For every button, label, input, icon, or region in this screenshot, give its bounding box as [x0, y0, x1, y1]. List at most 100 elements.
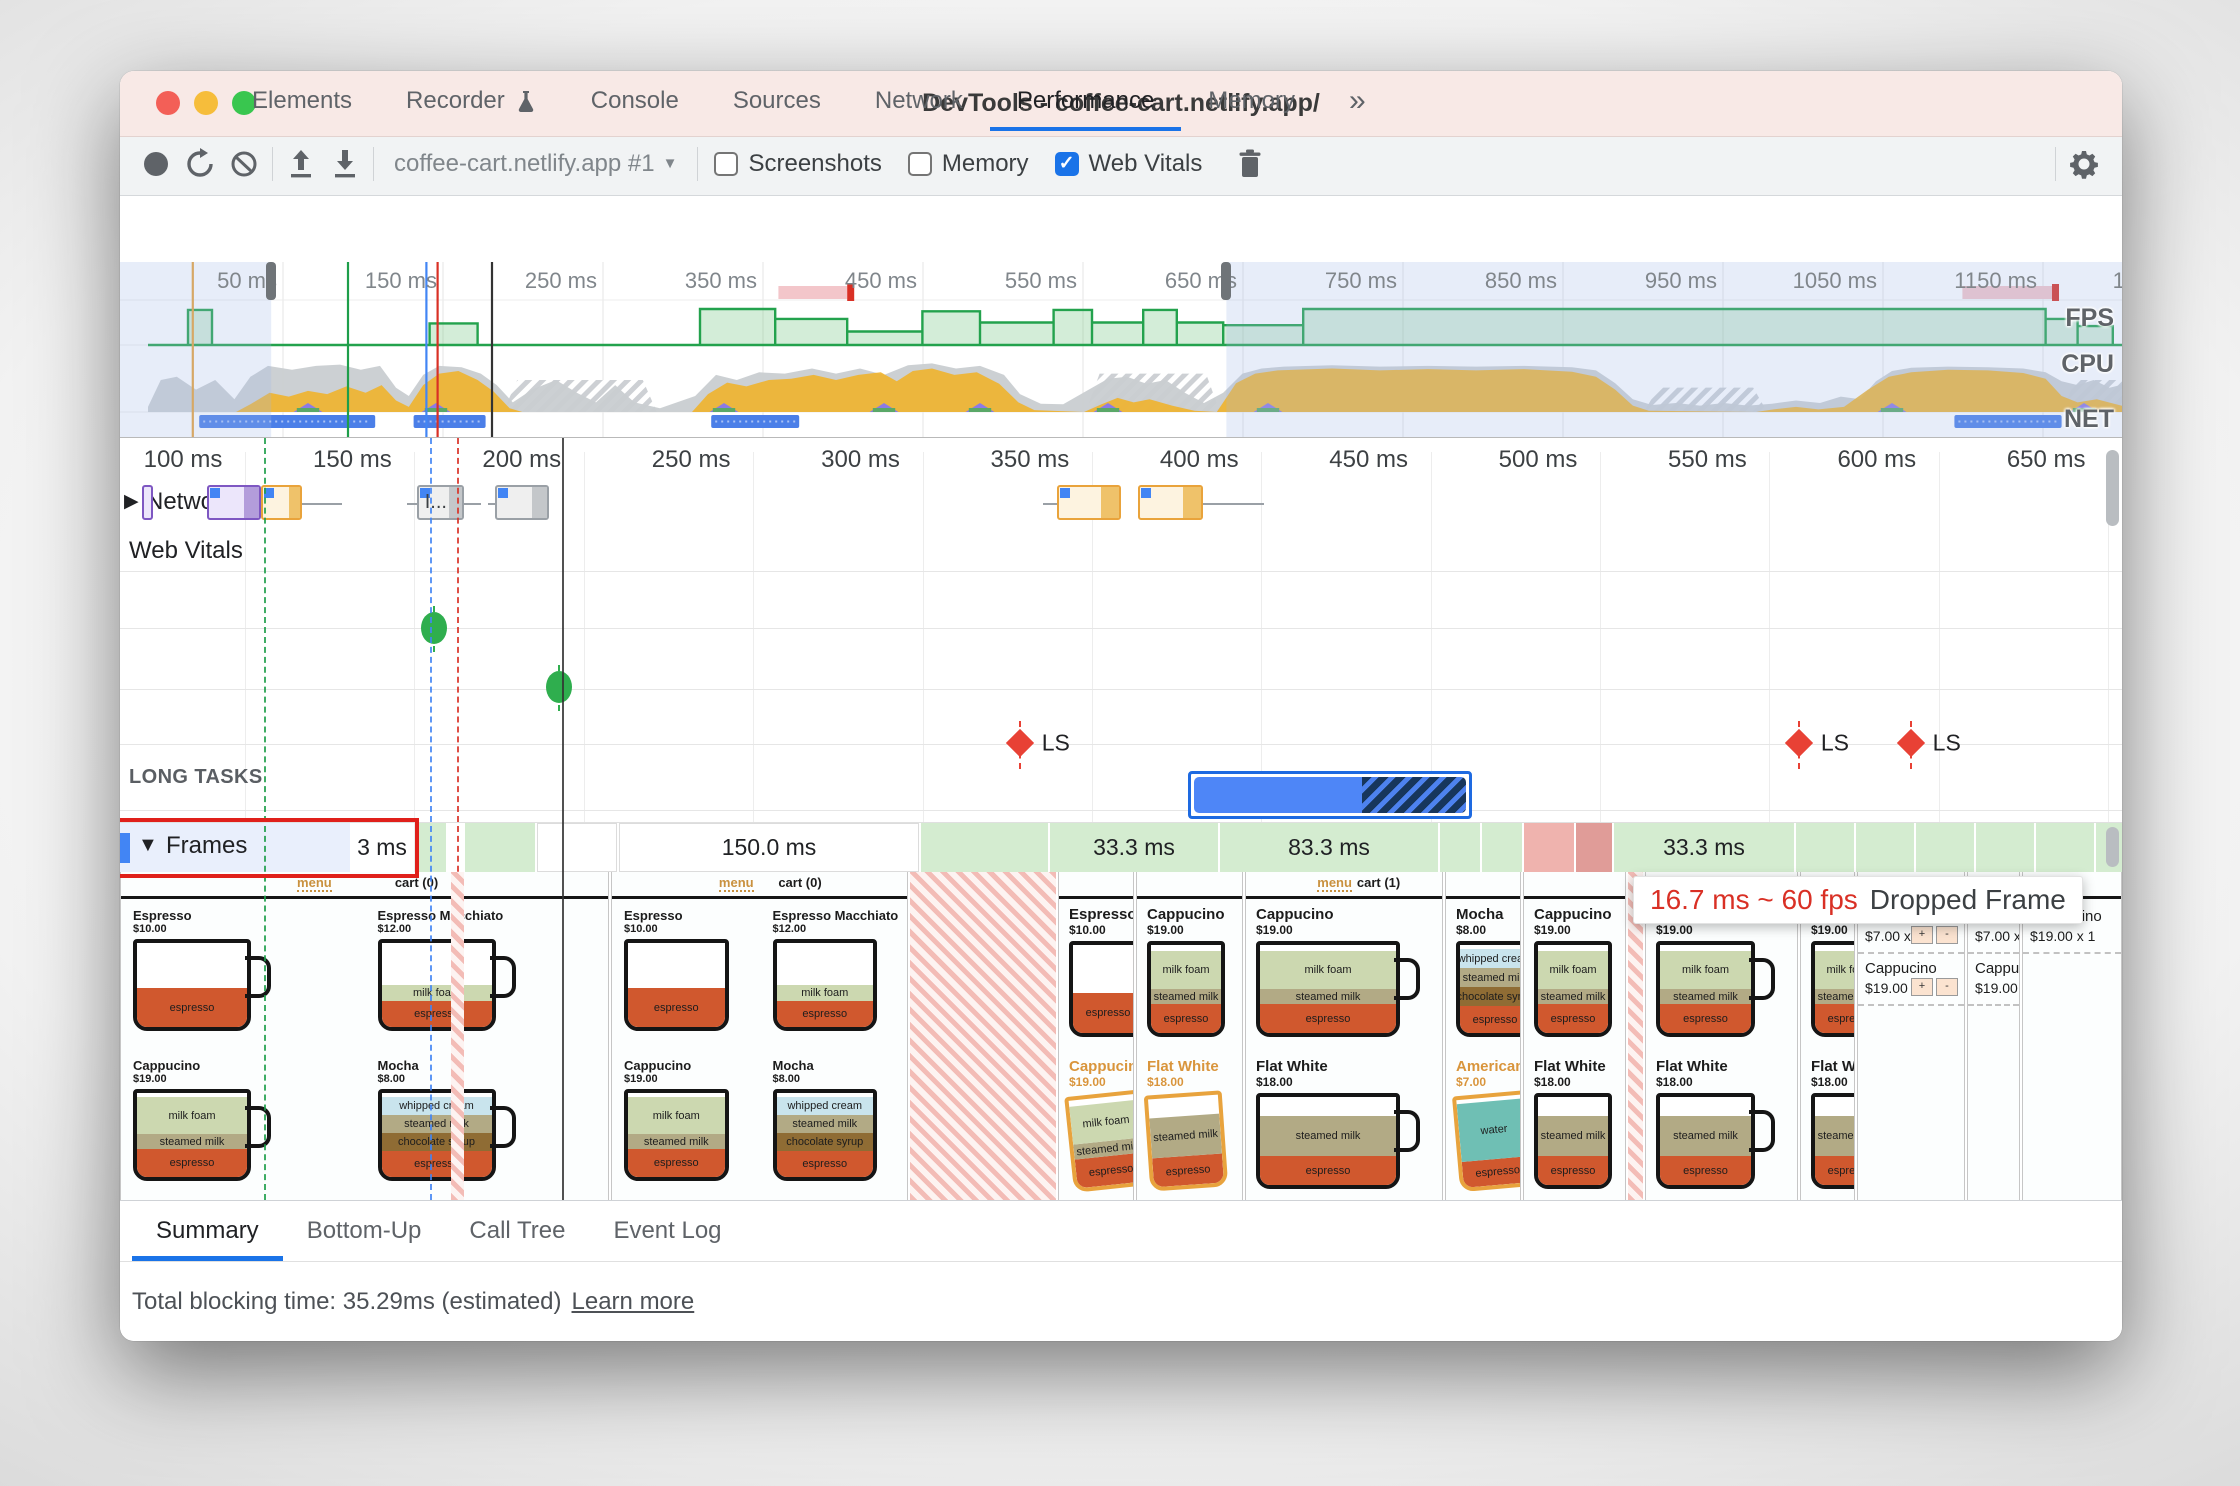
frames-track[interactable]: ▼ Frames 3 ms 150.0 ms 33.3 ms 83.3 ms 33.3…: [120, 822, 2122, 873]
product-card[interactable]: Espresso Macchiato $12.00 espresso milk foa…: [377, 908, 605, 1031]
capture-settings-gear-icon[interactable]: [2062, 142, 2106, 186]
product-card[interactable]: Espresso Macchiato $12.00 espresso milk foa…: [772, 908, 904, 1031]
frame-cell[interactable]: [1916, 823, 1974, 872]
reload-and-record-button[interactable]: [178, 142, 222, 186]
network-request[interactable]: [1057, 485, 1122, 520]
long-task-bar[interactable]: [1193, 777, 1466, 813]
detail-tab-call-tree[interactable]: Call Tree: [469, 1217, 566, 1244]
product-card[interactable]: Espresso $10.00 espresso: [133, 908, 360, 1031]
long-task-selection[interactable]: [1187, 771, 1472, 819]
load-profile-icon[interactable]: [279, 142, 323, 186]
web-vital-dot[interactable]: [546, 671, 573, 703]
layout-shift-marker[interactable]: [1784, 728, 1814, 758]
increase-quantity-button[interactable]: +: [1911, 978, 1933, 996]
minimize-window-icon[interactable]: [194, 91, 218, 115]
network-request[interactable]: I...: [416, 485, 465, 520]
checkbox-box[interactable]: [907, 151, 932, 176]
web-vitals-track[interactable]: Web Vitals LONG TASKS LS LS LS: [120, 525, 2122, 819]
layout-shift-marker[interactable]: [1005, 728, 1034, 758]
frame-cell[interactable]: 33.3 ms: [1050, 823, 1218, 872]
tab-elements[interactable]: Elements: [225, 71, 379, 131]
tab-sources[interactable]: Sources: [706, 71, 848, 131]
frame-cell[interactable]: [1976, 823, 2034, 872]
frame-cell[interactable]: [537, 823, 617, 872]
clear-recording-icon[interactable]: [222, 142, 266, 186]
filmstrip-frame[interactable]: menu cart (1) Cappucino $19.00 espresso steam…: [1245, 872, 1443, 1200]
more-tabs-button[interactable]: »: [1322, 71, 1393, 131]
tab-console[interactable]: Console: [564, 71, 706, 131]
frame-cell[interactable]: 33.3 ms: [1614, 823, 1794, 872]
layout-shift-marker[interactable]: [1896, 728, 1925, 758]
frame-cell[interactable]: [1576, 823, 1612, 872]
overview-window-handle[interactable]: [266, 262, 277, 300]
timeline-overview[interactable]: 50 ms 150 ms 250 ms 350 ms 450 ms 550 ms 650 m…: [120, 262, 2122, 438]
vertical-scrollbar[interactable]: [2106, 450, 2119, 526]
frames-scrollbar[interactable]: [2106, 827, 2119, 867]
web-vital-dot[interactable]: [420, 612, 447, 644]
close-window-icon[interactable]: [156, 91, 180, 115]
frame-cell[interactable]: [1796, 823, 1854, 872]
profile-select[interactable]: coffee-cart.netlify.app #1: [394, 149, 655, 177]
tab-recorder[interactable]: Recorder: [379, 71, 564, 131]
detail-tab-summary[interactable]: Summary: [132, 1201, 283, 1261]
filmstrip-frame[interactable]: Espresso$10.00 espresso Cappucino$19.00esp…: [1058, 872, 1134, 1200]
cart-item-row[interactable]: Cappucino $19.00 x 1 + -: [1858, 954, 1964, 1006]
network-request[interactable]: [206, 485, 261, 520]
frame-cell[interactable]: [921, 823, 1048, 872]
frame-cell[interactable]: [1524, 823, 1574, 872]
product-card[interactable]: Espresso $10.00 espresso: [1069, 906, 1133, 1037]
network-request[interactable]: [1138, 485, 1203, 520]
checkbox-web-vitals[interactable]: ✓ Web Vitals: [1054, 150, 1229, 178]
tab-network[interactable]: Network: [848, 71, 990, 131]
network-request[interactable]: [494, 485, 549, 520]
frame-cell[interactable]: [1440, 823, 1480, 872]
frame-cell[interactable]: [1856, 823, 1914, 872]
decrease-quantity-button[interactable]: -: [1936, 978, 1958, 996]
frames-track-header[interactable]: ▼ Frames: [120, 823, 350, 872]
collapse-arrow-icon[interactable]: ▶: [124, 491, 139, 512]
frame-cell[interactable]: 83.3 ms: [1220, 823, 1438, 872]
checkbox-box[interactable]: [714, 151, 739, 176]
decrease-quantity-button[interactable]: -: [1936, 926, 1958, 944]
title-bar[interactable]: DevTools - coffee-cart.netlify.app/: [120, 71, 2122, 137]
network-request[interactable]: [260, 485, 302, 520]
record-button[interactable]: [134, 142, 178, 186]
checkbox-box[interactable]: ✓: [1054, 151, 1079, 176]
frame-cell[interactable]: 150.0 ms: [619, 823, 919, 872]
trash-icon[interactable]: [1228, 142, 1272, 186]
increase-quantity-button[interactable]: +: [1911, 926, 1933, 944]
detail-tab-bottom-up[interactable]: Bottom-Up: [306, 1217, 422, 1244]
filmstrip-frame[interactable]: Americ$7.00 xCappuc$19.00 :: [1967, 872, 2020, 1200]
frame-cell[interactable]: [1482, 823, 1522, 872]
tab-performance[interactable]: Performance: [989, 71, 1182, 131]
maximize-window-icon[interactable]: [232, 91, 256, 115]
filmstrip-frame[interactable]: menu cart (0) Espresso $10.00 espresso Espres…: [611, 872, 908, 1200]
network-track[interactable]: Network ▶ I...: [120, 480, 2122, 525]
overview-window-handle[interactable]: [1221, 262, 1232, 300]
filmstrip-frame[interactable]: menu cart (0) Espresso $10.00 espresso Espres…: [120, 872, 609, 1200]
checkbox-screenshots[interactable]: Screenshots: [714, 150, 907, 178]
cart-item-row[interactable]: Cappuc $19.00 :: [1968, 954, 2019, 1006]
tab-memory[interactable]: Memory: [1181, 71, 1322, 131]
